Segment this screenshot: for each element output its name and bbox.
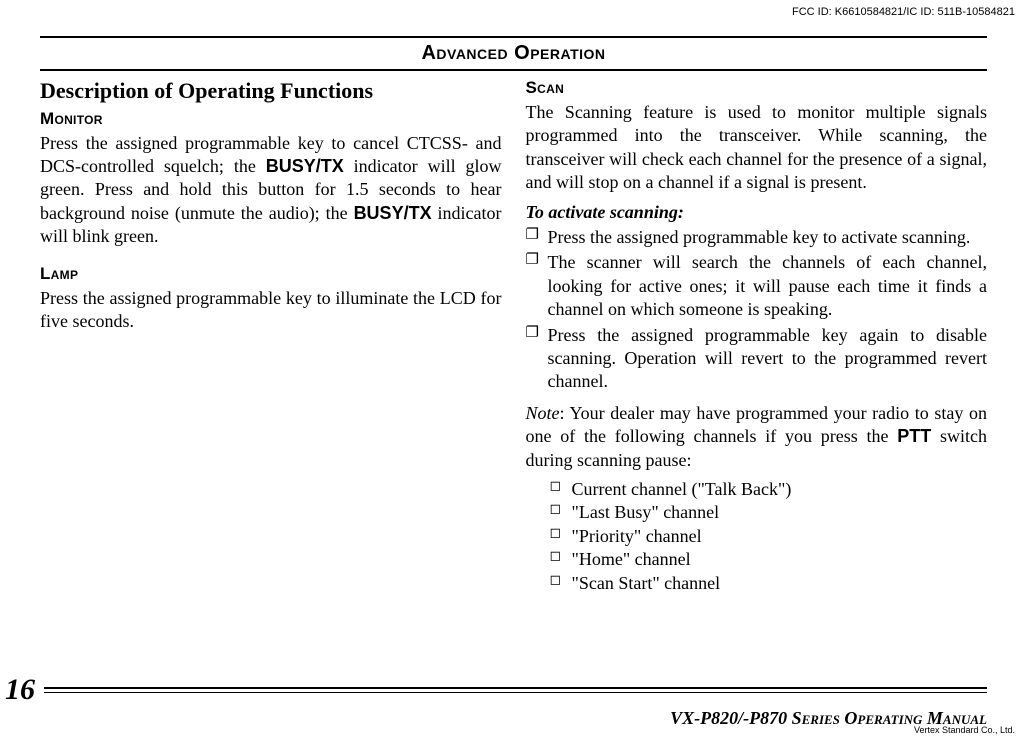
list-item: Press the assigned programmable key to a… [548, 226, 988, 249]
list-item: Current channel ("Talk Back") [572, 478, 988, 501]
right-column: Scan The Scanning feature is used to mon… [526, 77, 988, 603]
list-item: The scanner will search the channels of … [548, 251, 988, 321]
content-area: Advanced Operation Description of Operat… [40, 36, 987, 667]
ptt-label: PTT [897, 426, 931, 446]
list-item: "Priority" channel [572, 525, 988, 548]
left-heading: Description of Operating Functions [40, 77, 502, 106]
footer: 16 [0, 673, 987, 707]
scan-heading: Scan [526, 77, 988, 99]
list-item: "Scan Start" channel [572, 572, 988, 595]
list-item: "Last Busy" channel [572, 501, 988, 524]
left-column: Description of Operating Functions Monit… [40, 77, 502, 603]
note-label: Note [526, 403, 560, 423]
page-number: 16 [0, 673, 40, 707]
activate-steps: Press the assigned programmable key to a… [526, 226, 988, 394]
scan-paragraph: The Scanning feature is used to monitor … [526, 101, 988, 195]
columns: Description of Operating Functions Monit… [40, 71, 987, 603]
page: FCC ID: K6610584821/IC ID: 511B-10584821… [0, 0, 1027, 737]
activate-label: To activate scanning: [526, 201, 988, 224]
fcc-id: FCC ID: K6610584821/IC ID: 511B-10584821 [792, 6, 1015, 18]
footer-rule [44, 687, 987, 693]
top-rule [40, 36, 987, 38]
vendor-name: Vertex Standard Co., Ltd. [914, 725, 1015, 735]
busy-tx-label-1: BUSY/TX [266, 156, 344, 176]
monitor-paragraph: Press the assigned programmable key to c… [40, 132, 502, 249]
list-item: "Home" channel [572, 548, 988, 571]
lamp-heading: Lamp [40, 263, 502, 285]
section-title: Advanced Operation [40, 40, 987, 71]
note-paragraph: Note: Your dealer may have programmed yo… [526, 402, 988, 472]
list-item: Press the assigned programmable key agai… [548, 324, 988, 394]
note-items: Current channel ("Talk Back") "Last Busy… [526, 478, 988, 595]
busy-tx-label-2: BUSY/TX [354, 203, 432, 223]
monitor-heading: Monitor [40, 108, 502, 130]
lamp-paragraph: Press the assigned programmable key to i… [40, 287, 502, 334]
